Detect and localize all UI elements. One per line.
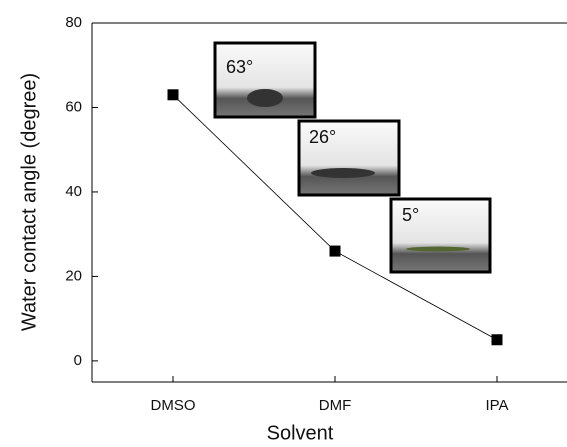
x-tick-label: DMSO [151, 397, 196, 414]
annotation: 63° [226, 57, 253, 77]
annotation: 26° [309, 127, 336, 147]
annotation: 5° [402, 205, 419, 225]
marker [492, 334, 503, 345]
y-axis-title: Water contact angle (degree) [18, 73, 40, 331]
inset-photo [215, 43, 315, 117]
marker [330, 246, 341, 257]
y-tick-label: 0 [74, 352, 82, 369]
y-tick-label: 40 [65, 183, 82, 200]
x-axis-title: Solvent [267, 422, 334, 444]
x-tick-label: IPA [485, 397, 508, 414]
page: {"chart_data": {"type": "line", "x_label… [0, 0, 567, 447]
x-tick-label: DMF [319, 397, 352, 414]
insets [215, 43, 490, 272]
y-tick-label: 20 [65, 267, 82, 284]
y-tick-label: 80 [65, 14, 82, 31]
y-tick-label: 60 [65, 98, 82, 115]
marker [168, 89, 179, 100]
chart: Solvent Water contact angle (degree) 0 20… [0, 0, 567, 447]
